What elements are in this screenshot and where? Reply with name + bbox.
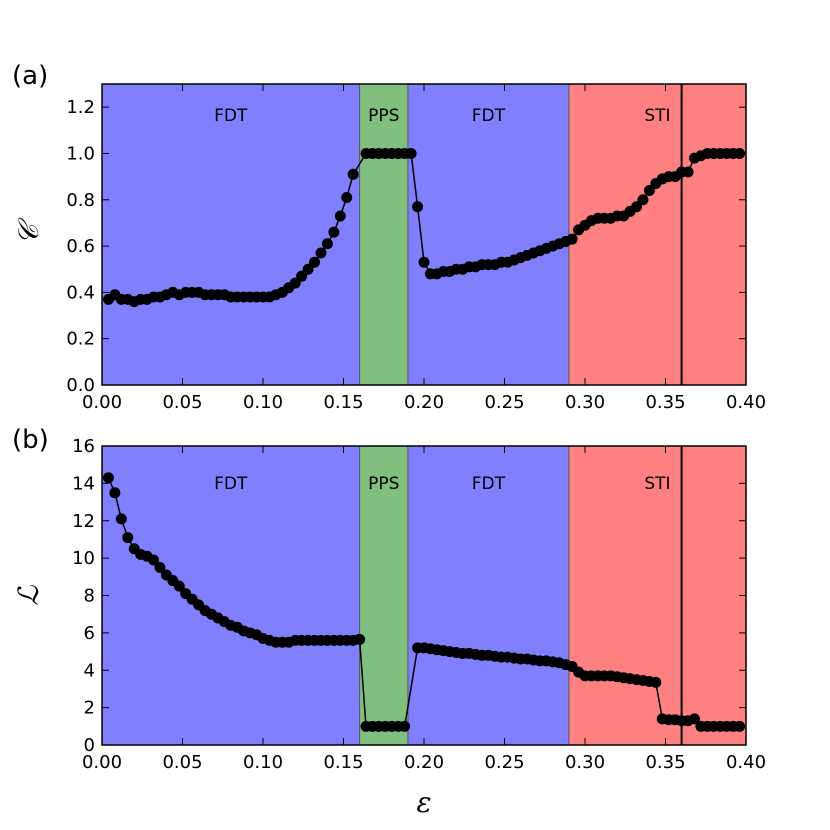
- data-point: [650, 676, 662, 688]
- data-point: [412, 201, 424, 213]
- x-tick-label: 0.25: [484, 392, 524, 413]
- panel-a: FDT PPS FDT STI 0.00 0.05 0.10 0.15 0.20 0.25 0.30…: [12, 61, 766, 413]
- panel-b: FDT PPS FDT STI 0.00 0.05 0.10 0.15 0.20 0.25 0.30…: [12, 425, 766, 819]
- x-tick-label: 0.30: [565, 752, 605, 773]
- data-point: [115, 513, 127, 525]
- data-point: [643, 185, 655, 197]
- data-point: [637, 194, 649, 206]
- data-point: [631, 201, 643, 213]
- data-point: [328, 226, 340, 238]
- region-0: [102, 446, 360, 745]
- y-tick-label: 8: [84, 586, 95, 607]
- x-tick-label: 0.20: [404, 752, 444, 773]
- y-tick-label: 1.0: [66, 143, 95, 164]
- y-tick-label: 16: [72, 436, 95, 457]
- x-tick-label: 0.10: [243, 392, 283, 413]
- data-point: [418, 256, 430, 268]
- x-tick-label: 0.05: [162, 392, 202, 413]
- y-tick-label: 0.0: [66, 375, 95, 396]
- y-tick-label: 14: [72, 473, 95, 494]
- x-tick-label: 0.00: [82, 752, 122, 773]
- x-tick-label: 0.20: [404, 392, 444, 413]
- x-tick-label: 0.40: [726, 392, 766, 413]
- x-tick-label: 0.30: [565, 392, 605, 413]
- x-tick-label: 0.35: [645, 392, 685, 413]
- data-point: [354, 633, 366, 645]
- y-tick-label: 12: [72, 511, 95, 532]
- data-point: [302, 263, 314, 275]
- region-label: STI: [644, 474, 670, 494]
- data-point: [148, 554, 160, 566]
- data-point: [109, 487, 121, 499]
- data-point: [315, 247, 327, 259]
- region-3: [568, 84, 746, 385]
- data-point: [566, 233, 578, 245]
- x-tick-label: 0.40: [726, 752, 766, 773]
- region-1: [359, 446, 408, 745]
- region-2: [407, 84, 569, 385]
- x-tick-label: 0.35: [645, 752, 685, 773]
- region-1: [359, 84, 408, 385]
- x-tick-label: 0.00: [82, 392, 122, 413]
- region-label: PPS: [368, 474, 399, 494]
- y-tick-label: 2: [84, 698, 95, 719]
- data-point: [688, 713, 700, 725]
- region-label: STI: [644, 106, 670, 126]
- data-point: [682, 166, 694, 178]
- data-point: [154, 561, 166, 573]
- x-tick-label: 0.15: [323, 392, 363, 413]
- x-tick-label: 0.15: [323, 752, 363, 773]
- data-point: [173, 580, 185, 592]
- data-point: [102, 472, 114, 484]
- y-axis-label: 𝒞: [12, 217, 45, 245]
- y-tick-label: 6: [84, 623, 95, 644]
- x-tick-label: 0.10: [243, 752, 283, 773]
- y-tick-label: 10: [72, 548, 95, 569]
- data-point: [321, 238, 333, 250]
- data-point: [309, 256, 321, 268]
- region-label: FDT: [472, 474, 506, 494]
- data-point: [341, 191, 353, 203]
- x-tick-label: 0.05: [162, 752, 202, 773]
- region-label: PPS: [368, 106, 399, 126]
- y-tick-label: 0.4: [66, 282, 95, 303]
- data-point: [347, 168, 359, 180]
- data-point: [399, 720, 411, 732]
- data-point: [734, 720, 746, 732]
- data-point: [122, 532, 134, 544]
- data-point: [296, 270, 308, 282]
- y-tick-label: 1.2: [66, 97, 95, 118]
- data-point: [405, 147, 417, 159]
- region-label: FDT: [472, 106, 506, 126]
- y-axis-label: ℒ: [12, 585, 45, 606]
- data-point: [289, 277, 301, 289]
- region-0: [102, 84, 360, 385]
- region-label: FDT: [214, 474, 248, 494]
- panel-label: (a): [12, 61, 48, 91]
- panel-label: (b): [12, 425, 49, 455]
- y-tick-label: 0: [84, 735, 95, 756]
- data-point: [334, 210, 346, 222]
- region-label: FDT: [214, 106, 248, 126]
- x-tick-label: 0.25: [484, 752, 524, 773]
- region-2: [407, 446, 569, 745]
- x-axis-label: ε: [416, 786, 431, 819]
- y-tick-label: 4: [84, 660, 95, 681]
- y-tick-label: 0.8: [66, 190, 95, 211]
- y-tick-label: 0.6: [66, 236, 95, 257]
- y-tick-label: 0.2: [66, 329, 95, 350]
